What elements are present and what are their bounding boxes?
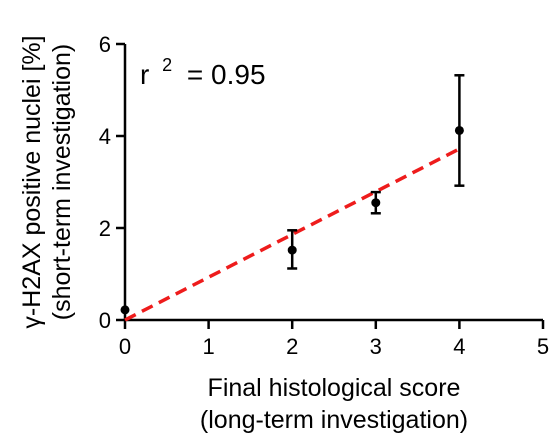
data-point — [454, 125, 464, 135]
r-squared-annotation: r 2 = 0.95 — [140, 46, 266, 90]
data-point — [371, 198, 381, 208]
x-tick-label: 4 — [453, 334, 465, 359]
data-points — [120, 125, 464, 315]
regression-dashed-line — [124, 147, 461, 322]
x-tick-label: 5 — [537, 334, 549, 359]
error-bars — [287, 74, 465, 270]
x-axis-title-line2: (long-term investigation) — [200, 406, 468, 434]
x-tick-label: 3 — [370, 334, 382, 359]
y-tick-label: 2 — [99, 216, 111, 241]
ticks: 0 1 2 3 4 5 0 2 4 6 — [99, 32, 549, 359]
y-axis-title-line2: (short-term investigation) — [48, 44, 76, 320]
r-symbol: r — [140, 59, 149, 90]
y-tick-label: 6 — [99, 32, 111, 57]
y-tick-label: 0 — [99, 308, 111, 333]
x-tick-label: 2 — [286, 334, 298, 359]
y-axis-title-line1: γ-H2AX positive nuclei [%] — [18, 35, 46, 328]
r-squared-value: = 0.95 — [187, 59, 266, 90]
data-point — [120, 305, 130, 315]
regression-line — [124, 147, 461, 322]
x-tick-label: 1 — [202, 334, 214, 359]
axes — [123, 44, 543, 322]
x-tick-label: 0 — [119, 334, 131, 359]
y-tick-label: 4 — [99, 124, 111, 149]
x-axis-title-line1: Final histological score — [208, 374, 461, 402]
r-squared-superscript: 2 — [162, 55, 172, 75]
data-point — [287, 245, 297, 255]
